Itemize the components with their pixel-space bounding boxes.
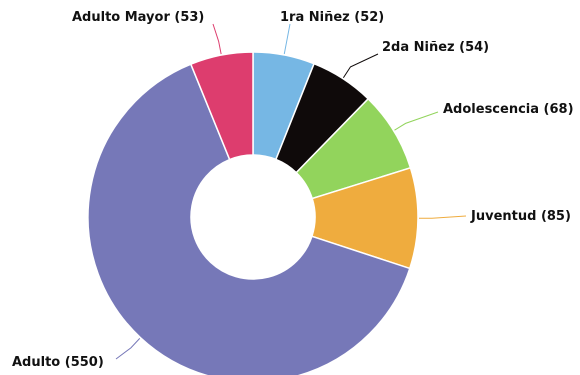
label-adolescencia: Adolescencia (68) (443, 102, 574, 117)
leader-line-1ra-ninez (283, 23, 291, 55)
label-adulto: Adulto (550) (12, 355, 104, 370)
label-2da-ninez: 2da Niñez (54) (382, 40, 489, 55)
leader-line-adulto (115, 338, 141, 360)
label-1ra-ninez: 1ra Niñez (52) (280, 10, 384, 25)
leader-line-2da-ninez (342, 53, 379, 79)
slice-adulto (87, 63, 411, 375)
leader-line-adolescencia (394, 111, 439, 131)
slices-layer (87, 51, 419, 375)
slice-adulto-mayor (189, 51, 254, 161)
labels-layer: 1ra Niñez (52) 2da Niñez (54) Adolescencia… (12, 10, 574, 370)
leader-line-juventud (418, 215, 467, 219)
leader-lines-layer (115, 23, 467, 360)
label-juventud: Juventud (85) (470, 209, 571, 224)
label-adulto-mayor: Adulto Mayor (53) (72, 10, 204, 25)
leader-line-adulto-mayor (212, 23, 222, 55)
